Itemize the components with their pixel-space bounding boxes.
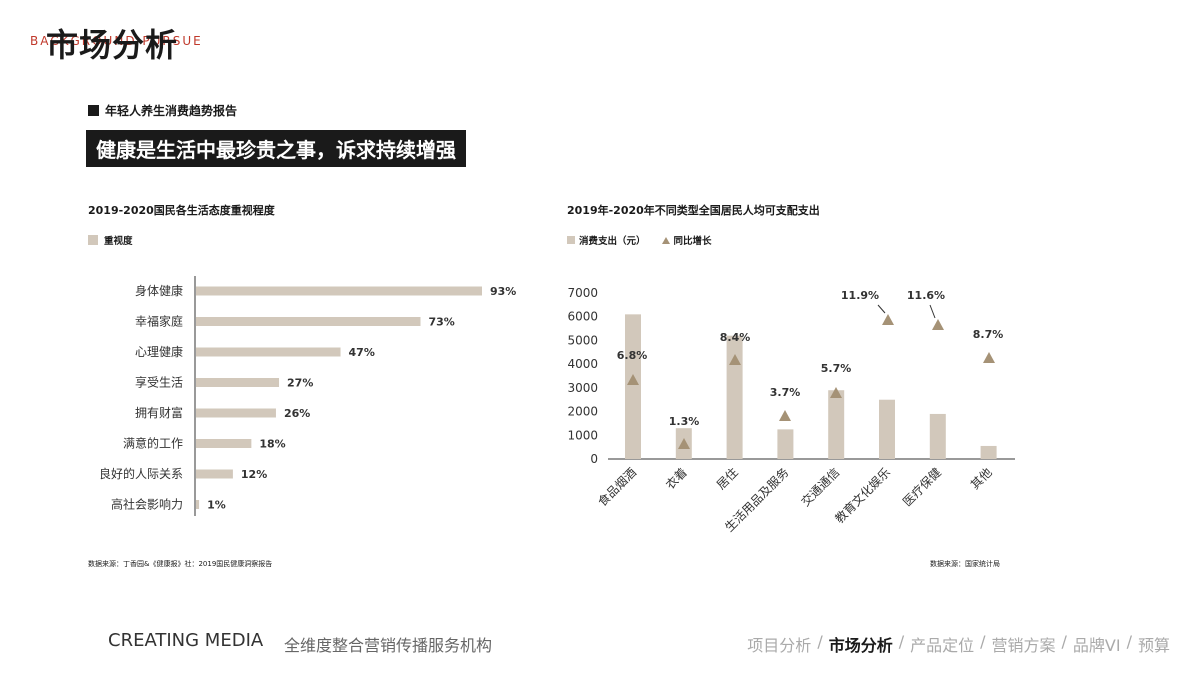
data-label: 47%: [349, 346, 375, 359]
footer-nav-item[interactable]: 产品定位: [910, 636, 975, 655]
bar: [196, 286, 482, 296]
x-tick-label: 食品烟酒: [595, 465, 640, 510]
legend-triangle-label: 同比增长: [673, 236, 712, 247]
bar: [625, 314, 641, 459]
bar: [777, 429, 794, 459]
y-tick-label: 2000: [567, 405, 598, 419]
footer-nav-item[interactable]: 项目分析: [747, 636, 812, 655]
right-chart-title: 2019年-2020年不同类型全国居民人均可支配支出: [567, 204, 820, 217]
footer-nav-separator: /: [1061, 632, 1067, 651]
legend-swatch: [88, 235, 98, 245]
data-label: 26%: [284, 407, 310, 420]
bar: [980, 445, 997, 459]
background-text: BACKGROUND PURSUE: [30, 34, 203, 48]
section-label: 年轻人养生消费趋势报告: [88, 102, 237, 119]
growth-triangle: [830, 387, 842, 398]
left-bar-chart: 身体健康 93% 幸福家庭 73% 心理健康 47% 享受生活 27% 拥有财富 26% 满意的工作…: [99, 276, 516, 516]
left-chart-legend: 重视度: [88, 233, 133, 247]
footer-nav-separator: /: [817, 632, 823, 651]
footer-brand: CREATING MEDIA: [108, 630, 264, 651]
legend-triangle-icon: [661, 236, 670, 244]
growth-label: 1.3%: [669, 415, 700, 428]
legend-bar-swatch: [567, 236, 575, 244]
y-tick-label: 1000: [567, 428, 598, 442]
footer-nav-item[interactable]: 营销方案: [991, 636, 1056, 655]
category-label: 幸福家庭: [135, 314, 183, 329]
callout-line: [929, 304, 936, 319]
footer-nav-separator: /: [1126, 632, 1132, 651]
right-chart-legend: 消费支出（元） 同比增长: [567, 233, 712, 247]
page-title: 市场分析: [46, 26, 179, 64]
category-label: 拥有财富: [135, 405, 183, 420]
bar: [828, 390, 845, 459]
growth-label: 8.4%: [720, 331, 751, 344]
bar: [879, 399, 895, 459]
footer-nav-item[interactable]: 市场分析: [828, 636, 893, 655]
y-tick-label: 4000: [567, 357, 598, 371]
growth-label: 5.7%: [821, 362, 852, 375]
callout-line: [877, 304, 886, 314]
data-label: 18%: [259, 438, 285, 451]
growth-triangle: [882, 314, 894, 325]
square-bullet-icon: [88, 105, 99, 116]
bar: [196, 317, 421, 326]
footer-nav-item[interactable]: 品牌VI: [1072, 636, 1121, 655]
bar: [196, 500, 200, 509]
category-label: 心理健康: [135, 344, 183, 359]
category-label: 良好的人际关系: [99, 466, 183, 481]
footer-subtitle: 全维度整合营销传播服务机构: [284, 636, 493, 655]
x-tick-label: 医疗保健: [900, 465, 944, 509]
growth-label: 3.7%: [770, 386, 801, 399]
data-label: 27%: [287, 377, 313, 390]
growth-triangle: [678, 438, 690, 449]
bar: [929, 413, 946, 459]
right-chart-source: 数据来源：国家统计局: [930, 560, 1000, 568]
bar: [196, 378, 280, 387]
data-label: 12%: [241, 468, 267, 481]
x-tick-label: 居住: [714, 465, 741, 492]
x-tick-label: 衣着: [662, 465, 690, 493]
left-chart-source: 数据来源：丁香园&《健康报》社：2019国民健康洞察报告: [88, 560, 273, 568]
legend-bar-label: 消费支出（元）: [579, 236, 646, 247]
x-tick-label: 交通通信: [798, 465, 843, 510]
growth-triangle: [932, 319, 944, 330]
y-tick-label: 0: [590, 452, 598, 466]
section-label-text: 年轻人养生消费趋势报告: [105, 104, 238, 118]
y-tick-label: 6000: [567, 310, 598, 324]
growth-label: 11.6%: [907, 289, 945, 302]
data-label: 1%: [207, 499, 226, 512]
bar: [196, 439, 252, 448]
growth-label: 11.9%: [841, 289, 879, 302]
y-tick-label: 3000: [567, 381, 598, 395]
bar: [726, 335, 743, 459]
legend-label: 重视度: [104, 236, 133, 247]
bar: [196, 469, 233, 479]
footer-nav-item[interactable]: 预算: [1137, 636, 1170, 655]
left-chart-title: 2019-2020国民各生活态度重视程度: [88, 204, 275, 217]
data-label: 93%: [490, 285, 516, 298]
y-tick-label: 7000: [567, 286, 598, 300]
growth-triangle: [983, 352, 995, 363]
y-tick-label: 5000: [567, 333, 598, 347]
headline-banner: 健康是生活中最珍贵之事，诉求持续增强: [86, 130, 466, 167]
growth-triangle: [779, 410, 791, 421]
category-label: 身体健康: [135, 283, 183, 298]
growth-label: 6.8%: [617, 349, 648, 362]
bar: [196, 408, 276, 418]
footer-nav: 项目分析 / 市场分析 / 产品定位 / 营销方案 / 品牌VI / 预算: [747, 632, 1170, 656]
category-label: 高社会影响力: [111, 497, 183, 512]
x-tick-label: 其他: [968, 465, 995, 492]
category-label: 享受生活: [135, 375, 183, 390]
growth-label: 8.7%: [973, 328, 1004, 341]
data-label: 73%: [428, 316, 454, 329]
footer-nav-separator: /: [898, 632, 905, 651]
bar: [196, 347, 341, 357]
growth-triangle: [729, 354, 741, 365]
category-label: 满意的工作: [123, 436, 183, 451]
growth-triangle: [627, 374, 639, 385]
footer-nav-separator: /: [980, 632, 986, 651]
